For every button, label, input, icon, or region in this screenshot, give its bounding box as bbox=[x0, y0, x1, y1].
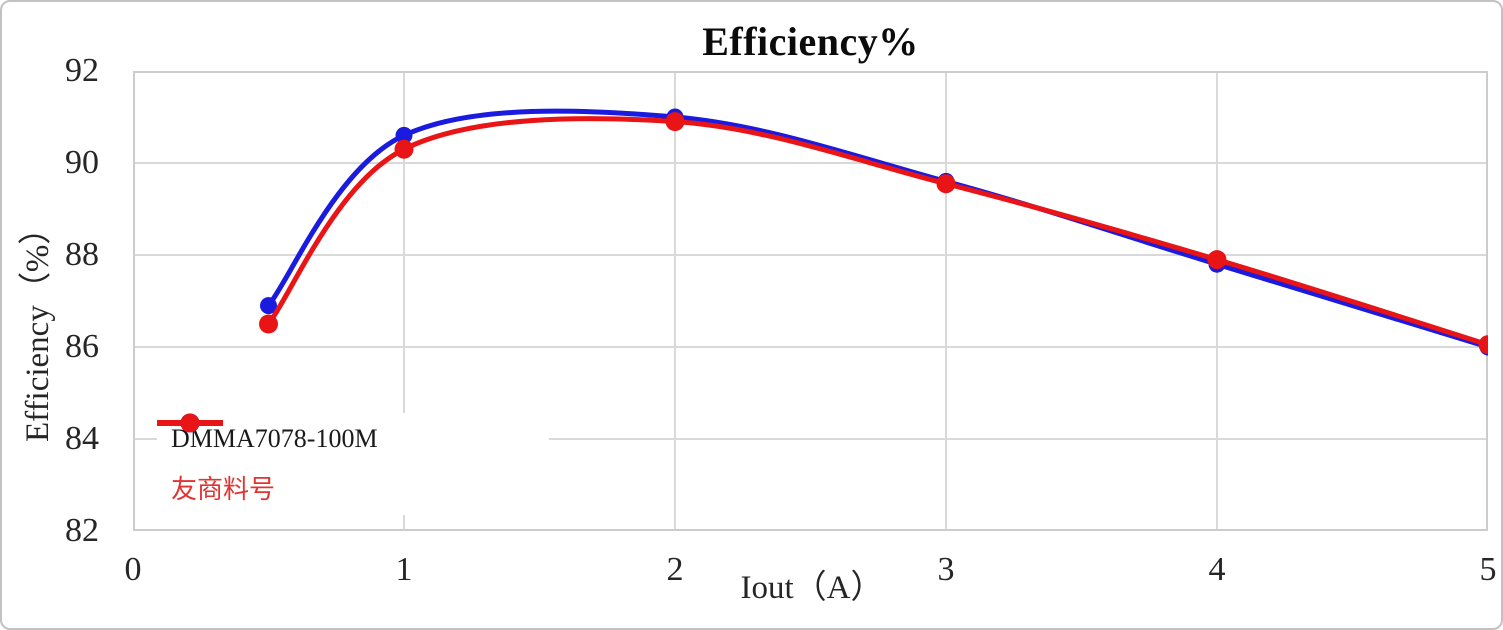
x-axis-label: Iout（A） bbox=[740, 570, 884, 606]
chart-canvas bbox=[133, 71, 1488, 531]
x-tick-label: 2 bbox=[666, 551, 684, 588]
y-tick-label: 90 bbox=[65, 144, 99, 181]
y-tick-label: 84 bbox=[65, 420, 99, 457]
y-tick-label: 92 bbox=[65, 52, 99, 89]
legend-line-marker-icon bbox=[157, 413, 223, 433]
y-axis-ticks: 92 90 88 86 84 82 bbox=[2, 2, 105, 628]
x-tick-label: 3 bbox=[937, 551, 955, 588]
chart-title: Efficiency% bbox=[702, 19, 919, 64]
y-tick-label: 86 bbox=[65, 328, 99, 365]
x-tick-label: 4 bbox=[1208, 551, 1226, 588]
x-tick-label: 5 bbox=[1479, 551, 1497, 588]
plot-area: DMMA7078-100M 友商料号 bbox=[133, 71, 1488, 531]
legend-label: 友商料号 bbox=[171, 474, 276, 504]
legend-label: DMMA7078-100M bbox=[171, 423, 378, 453]
y-tick-label: 82 bbox=[65, 512, 99, 549]
legend: DMMA7078-100M 友商料号 bbox=[157, 413, 549, 515]
x-tick-label: 0 bbox=[124, 551, 142, 588]
x-axis-ticks: 0 1 2 3 4 5 bbox=[2, 550, 1501, 596]
y-tick-label: 88 bbox=[65, 236, 99, 273]
legend-item: 友商料号 bbox=[157, 413, 549, 513]
x-tick-label: 1 bbox=[395, 551, 413, 588]
